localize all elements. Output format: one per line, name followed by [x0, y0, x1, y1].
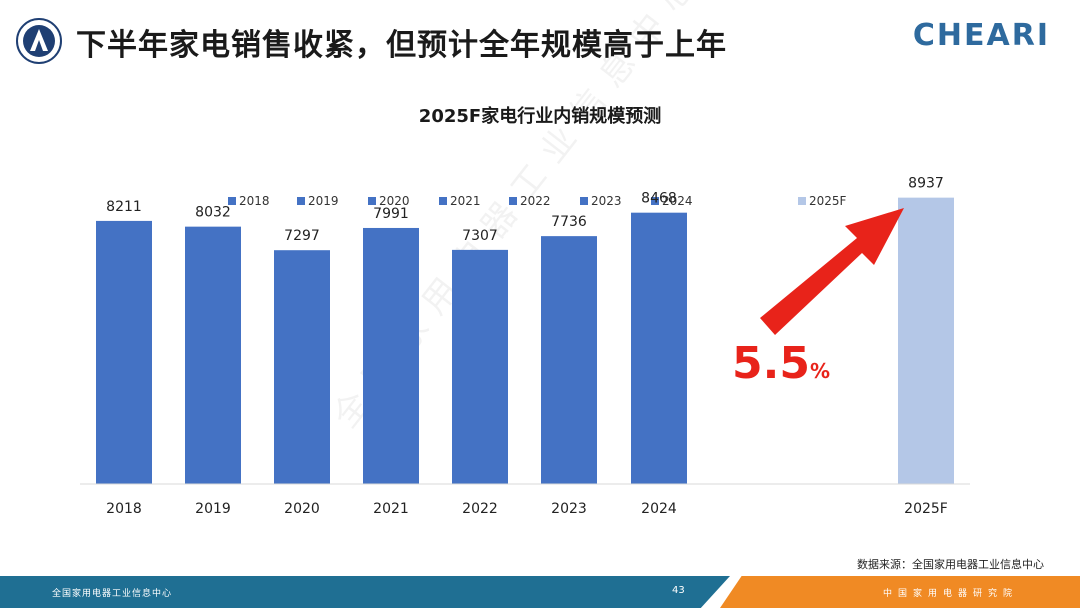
brand-logo: CHEARI [912, 18, 1050, 53]
logo-badge-icon [16, 18, 62, 64]
footer-organization: 全国家用电器工业信息中心 [52, 589, 173, 599]
legend-swatch-2025F [798, 197, 806, 205]
legend-label-2019: 2019 [308, 194, 339, 208]
data-label-2020: 7297 [284, 228, 320, 244]
legend-label-2025F: 2025F [809, 194, 847, 208]
bar-2021 [363, 227, 419, 484]
bar-2024 [631, 212, 687, 485]
bar-2025F [898, 197, 954, 484]
data-label-2021: 7991 [373, 206, 409, 222]
page-number: 43 [672, 585, 685, 596]
data-label-2025F: 8937 [908, 176, 944, 192]
x-tick-label-2021: 2021 [373, 501, 409, 517]
growth-arrow-shape [760, 208, 904, 335]
source-note: 数据来源：全国家用电器工业信息中心 [857, 558, 1044, 571]
legend-label-2023: 2023 [591, 194, 622, 208]
bar-2022 [452, 249, 508, 484]
data-label-2022: 7307 [462, 228, 498, 244]
x-tick-label-2022: 2022 [462, 501, 498, 517]
legend-label-2020: 2020 [379, 194, 410, 208]
footer-band-blue [0, 576, 730, 608]
legend-label-2018: 2018 [239, 194, 270, 208]
x-tick-label-2019: 2019 [195, 501, 231, 517]
chart-legend: 2018 2019 2020 2021 2022 2023 2024 2025F [228, 194, 847, 208]
legend-label-2021: 2021 [450, 194, 481, 208]
legend-label-2024: 2024 [662, 194, 693, 208]
legend-swatch-2019 [297, 197, 305, 205]
legend-swatch-2022 [509, 197, 517, 205]
bar-2023 [541, 236, 597, 484]
footer-institute: 中国家用电器研究院 [882, 589, 1018, 599]
data-label-2018: 8211 [106, 199, 142, 215]
data-label-2023: 7736 [551, 214, 587, 230]
footer-band-orange [720, 576, 1080, 608]
x-tick-label-2025F: 2025F [904, 501, 948, 517]
page-title: 下半年家电销售收紧，但预计全年规模高于上年 [76, 28, 727, 63]
legend-swatch-2020 [368, 197, 376, 205]
legend-label-2022: 2022 [520, 194, 551, 208]
bar-series: 8211201880322019729720207991202173072022… [80, 176, 970, 517]
x-tick-label-2024: 2024 [641, 501, 677, 517]
chart-title: 2025F家电行业内销规模预测 [419, 105, 661, 127]
data-label-2019: 8032 [195, 205, 231, 221]
bar-2018 [96, 220, 152, 485]
growth-unit: % [810, 359, 830, 383]
legend-swatch-2024 [651, 197, 659, 205]
legend-swatch-2023 [580, 197, 588, 205]
growth-value: 5.5 [732, 338, 810, 389]
bar-2020 [274, 250, 330, 484]
bar-2019 [185, 226, 241, 484]
growth-arrow-icon [760, 208, 904, 335]
legend-swatch-2018 [228, 197, 236, 205]
x-tick-label-2020: 2020 [284, 501, 320, 517]
x-tick-label-2018: 2018 [106, 501, 142, 517]
x-tick-label-2023: 2023 [551, 501, 587, 517]
growth-annotation: 5.5% [732, 338, 830, 389]
data-label-2024: 8468 [641, 191, 677, 207]
legend-swatch-2021 [439, 197, 447, 205]
